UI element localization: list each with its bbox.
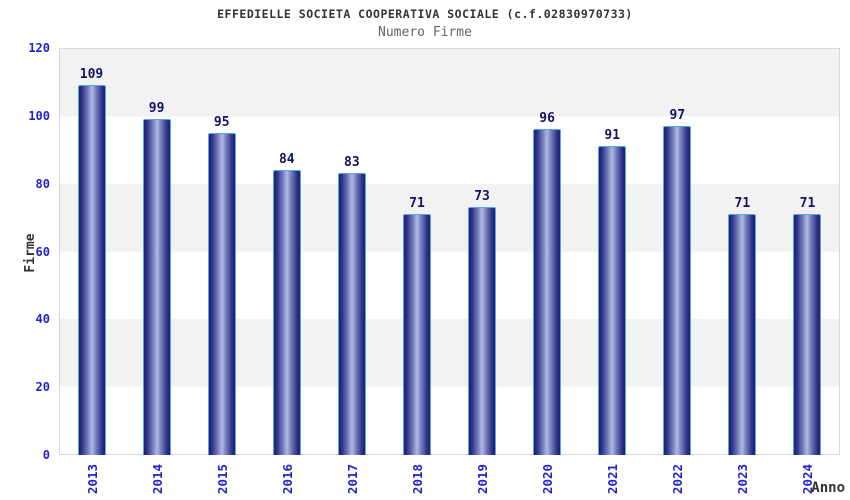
plot-area: [59, 48, 840, 455]
x-tick-label: 2018: [409, 463, 425, 495]
bar: [598, 146, 627, 455]
bar-value-label: 71: [799, 195, 816, 211]
y-tick-label: 40: [35, 312, 50, 327]
x-tick-label: 2020: [540, 463, 556, 495]
bar: [663, 125, 692, 455]
bar: [207, 132, 236, 455]
y-tick-label: 80: [35, 176, 50, 191]
bar: [142, 119, 171, 455]
bar: [728, 213, 757, 455]
bar: [402, 213, 431, 455]
bar-value-label: 71: [409, 195, 425, 211]
bar: [793, 213, 822, 455]
bar-value-label: 95: [213, 114, 230, 130]
y-tick-label: 20: [35, 380, 50, 395]
y-tick-label: 120: [28, 41, 50, 55]
x-tick-label: 2022: [670, 463, 686, 495]
bar-value-label: 96: [539, 111, 555, 127]
bar-value-label: 84: [278, 151, 295, 167]
chart-subtitle: Numero Firme: [378, 25, 472, 40]
x-tick-label: 2021: [605, 463, 621, 495]
bar: [272, 169, 301, 455]
x-tick-label: 2014: [149, 463, 165, 495]
chart-title: EFFEDIELLE SOCIETA COOPERATIVA SOCIALE (…: [217, 7, 633, 21]
y-tick-label: 60: [35, 244, 50, 259]
x-tick-label: 2016: [279, 463, 295, 495]
bar-value-label: 109: [79, 67, 104, 83]
bar-value-label: 99: [148, 101, 165, 117]
bar-value-label: 83: [344, 155, 360, 171]
y-tick-label: 0: [42, 448, 50, 462]
bar: [533, 129, 562, 455]
y-axis-title: Firme: [23, 233, 38, 273]
y-tick-label: 100: [28, 108, 50, 123]
x-tick-label: 2017: [344, 463, 360, 495]
bar: [337, 173, 366, 455]
x-axis-title: Anno: [811, 480, 845, 496]
x-tick-label: 2015: [214, 463, 230, 495]
bar-value-label: 71: [734, 195, 751, 211]
bar: [77, 85, 106, 455]
bar-value-label: 91: [604, 128, 621, 144]
x-tick-label: 2019: [475, 463, 491, 495]
bar: [468, 207, 497, 455]
x-tick-label: 2023: [735, 463, 751, 495]
bar-value-label: 73: [474, 189, 490, 205]
x-tick-label: 2013: [84, 463, 100, 495]
bar-value-label: 97: [669, 107, 686, 123]
